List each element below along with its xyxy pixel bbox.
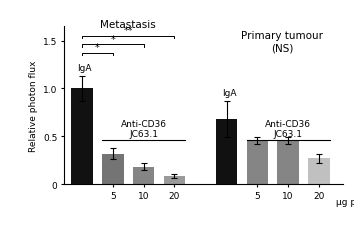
Text: Metastasis: Metastasis bbox=[101, 20, 156, 30]
Bar bbox=[133, 167, 154, 184]
Y-axis label: Relative photon flux: Relative photon flux bbox=[29, 60, 38, 151]
Bar bbox=[277, 141, 299, 184]
Bar bbox=[164, 176, 185, 184]
Bar bbox=[102, 154, 124, 184]
Text: IgA: IgA bbox=[78, 64, 92, 73]
Bar bbox=[72, 89, 93, 184]
Text: Anti-CD36
JC63.1: Anti-CD36 JC63.1 bbox=[265, 119, 311, 139]
Bar bbox=[308, 159, 330, 184]
Text: **: ** bbox=[124, 26, 133, 36]
Text: μg per day: μg per day bbox=[336, 197, 354, 206]
Bar bbox=[247, 141, 268, 184]
Text: *: * bbox=[110, 35, 115, 45]
Bar bbox=[216, 120, 237, 184]
Text: *: * bbox=[95, 43, 100, 53]
Text: Anti-CD36
JC63.1: Anti-CD36 JC63.1 bbox=[121, 119, 167, 139]
Text: Primary tumour
(NS): Primary tumour (NS) bbox=[241, 31, 323, 53]
Text: IgA: IgA bbox=[222, 89, 236, 98]
